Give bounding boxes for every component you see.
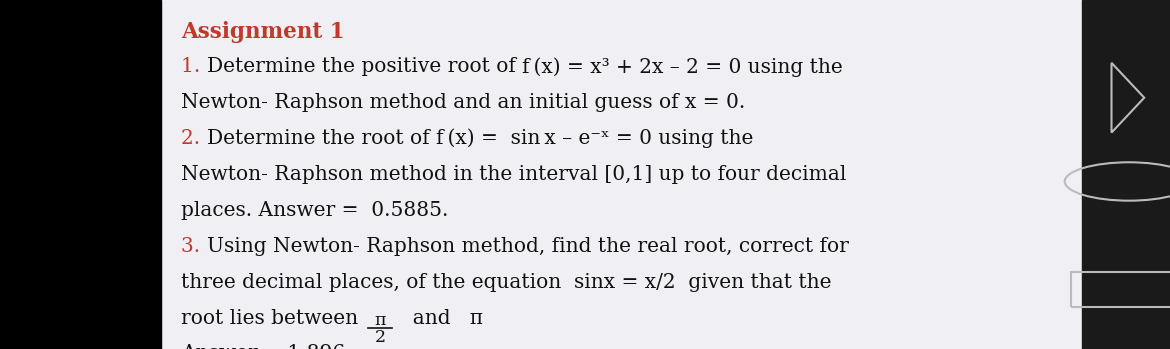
Text: 2: 2 xyxy=(374,329,386,347)
Bar xyxy=(1071,272,1170,307)
Text: 2.: 2. xyxy=(181,129,207,148)
Text: Assignment 1: Assignment 1 xyxy=(181,21,345,43)
Text: places. Answer =  0.5885.: places. Answer = 0.5885. xyxy=(181,201,449,220)
Text: 1.: 1. xyxy=(181,57,207,76)
Text: Answer = 1.896: Answer = 1.896 xyxy=(181,344,345,349)
Bar xyxy=(1082,0,1170,349)
Text: π: π xyxy=(374,312,386,329)
Text: f (x) = x³ + 2x – 2 = 0 using the: f (x) = x³ + 2x – 2 = 0 using the xyxy=(522,57,842,76)
Text: Newton- Raphson method in the interval [0,1] up to four decimal: Newton- Raphson method in the interval [… xyxy=(181,165,847,184)
Text: 3.: 3. xyxy=(181,237,207,255)
Text: Using Newton- Raphson method, find the real root, correct for: Using Newton- Raphson method, find the r… xyxy=(207,237,848,255)
Text: root lies between: root lies between xyxy=(181,309,365,327)
Text: Newton- Raphson method and an initial guess of x = 0.: Newton- Raphson method and an initial gu… xyxy=(181,93,745,112)
Text: Determine the root of: Determine the root of xyxy=(207,129,436,148)
Bar xyxy=(0,0,161,349)
Text: f (x) =  sin x – e⁻ˣ = 0 using the: f (x) = sin x – e⁻ˣ = 0 using the xyxy=(436,129,753,148)
Text: three decimal places, of the equation  sinx = x/2  given that the: three decimal places, of the equation si… xyxy=(181,273,832,291)
Text: and   π: and π xyxy=(400,309,483,327)
Text: Determine the positive root of: Determine the positive root of xyxy=(207,57,522,76)
